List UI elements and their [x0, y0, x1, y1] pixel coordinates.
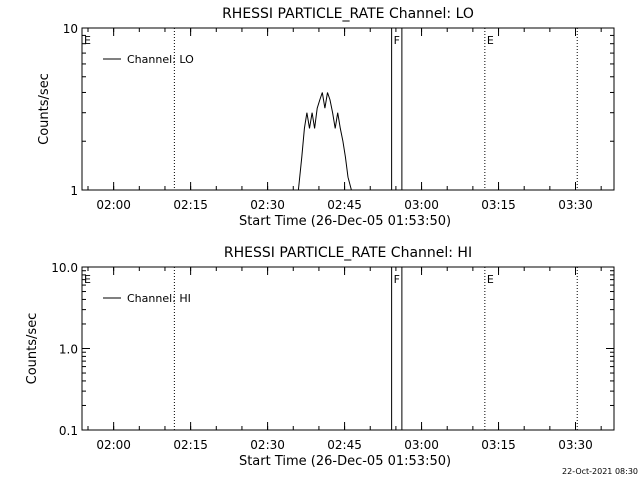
chart-panel-1: RHESSI PARTICLE_RATE Channel: LO E F E 02:00…	[37, 6, 615, 229]
y-tick-label: 0.1	[59, 424, 78, 438]
x-axis-label: Start Time (26-Dec-05 01:53:50)	[239, 454, 451, 469]
x-axis-label: Start Time (26-Dec-05 01:53:50)	[239, 214, 451, 229]
x-tick-label: 03:00	[404, 438, 439, 452]
time-marker-label: E	[84, 273, 91, 286]
y-axis-label: Counts/sec	[25, 313, 40, 385]
time-marker-label: E	[487, 34, 494, 47]
x-tick-label: 02:30	[250, 438, 285, 452]
x-tick-label: 02:15	[173, 438, 208, 452]
x-tick-label: 03:15	[481, 438, 516, 452]
data-series-line	[297, 92, 352, 191]
y-tick-label: 10.0	[51, 261, 78, 275]
chart-title: RHESSI PARTICLE_RATE Channel: HI	[224, 245, 472, 261]
chart-panel-2: RHESSI PARTICLE_RATE Channel: HI E F E 02:00…	[25, 245, 615, 469]
footer-timestamp: 22-Oct-2021 08:30	[562, 467, 638, 476]
x-tick-label: 02:45	[327, 198, 362, 212]
legend-label: Channel: HI	[127, 292, 191, 305]
y-tick-label: 1	[70, 184, 78, 198]
y-tick-label: 10	[63, 22, 78, 36]
x-tick-label: 02:45	[327, 438, 362, 452]
y-tick-label: 1.0	[59, 343, 78, 357]
time-marker-label: E	[84, 34, 91, 47]
x-tick-label: 02:15	[173, 198, 208, 212]
x-tick-label: 02:00	[96, 438, 131, 452]
time-marker-label: F	[394, 273, 400, 286]
chart-title: RHESSI PARTICLE_RATE Channel: LO	[222, 6, 474, 22]
x-tick-label: 03:15	[481, 198, 516, 212]
x-tick-label: 03:00	[404, 198, 439, 212]
y-axis-label: Counts/sec	[37, 73, 52, 145]
plot-frame	[81, 27, 615, 191]
x-tick-label: 03:30	[558, 438, 593, 452]
time-marker-label: F	[394, 34, 400, 47]
x-tick-label: 03:30	[558, 198, 593, 212]
x-tick-label: 02:30	[250, 198, 285, 212]
legend-label: Channel: LO	[127, 53, 194, 66]
time-marker-label: E	[487, 273, 494, 286]
x-tick-label: 02:00	[96, 198, 131, 212]
